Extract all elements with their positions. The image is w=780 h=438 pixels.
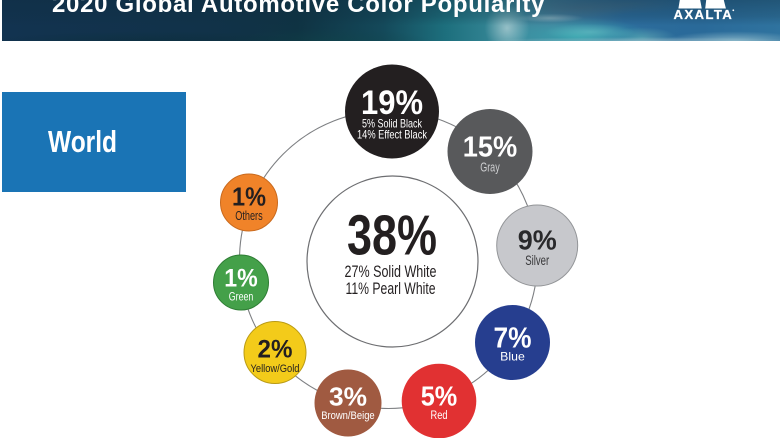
svg-text:5% Solid Black: 5% Solid Black <box>362 117 423 131</box>
svg-text:Gray: Gray <box>480 160 500 175</box>
svg-text:Green: Green <box>229 292 254 304</box>
svg-text:7%: 7% <box>494 323 532 355</box>
svg-text:9%: 9% <box>518 225 557 256</box>
svg-text:Others: Others <box>235 209 262 223</box>
svg-text:Blue: Blue <box>500 350 525 364</box>
svg-text:3%: 3% <box>329 384 367 412</box>
svg-text:19%: 19% <box>361 84 423 122</box>
svg-text:1%: 1% <box>224 265 258 293</box>
svg-text:27% Solid White: 27% Solid White <box>345 262 437 281</box>
svg-text:Yellow/Gold: Yellow/Gold <box>251 363 300 375</box>
svg-text:11% Pearl White: 11% Pearl White <box>346 279 436 298</box>
svg-text:14% Effect Black: 14% Effect Black <box>357 128 428 142</box>
svg-text:World: World <box>48 124 117 159</box>
svg-text:Brown/Beige: Brown/Beige <box>321 410 375 422</box>
svg-text:Red: Red <box>431 410 448 422</box>
svg-text:Silver: Silver <box>525 253 549 268</box>
svg-text:AXALTA: AXALTA <box>674 7 733 22</box>
svg-text:15%: 15% <box>463 132 518 164</box>
svg-text:1%: 1% <box>232 182 266 212</box>
svg-text:5%: 5% <box>421 381 458 412</box>
svg-text:38%: 38% <box>347 204 437 268</box>
svg-text:2%: 2% <box>258 336 293 364</box>
